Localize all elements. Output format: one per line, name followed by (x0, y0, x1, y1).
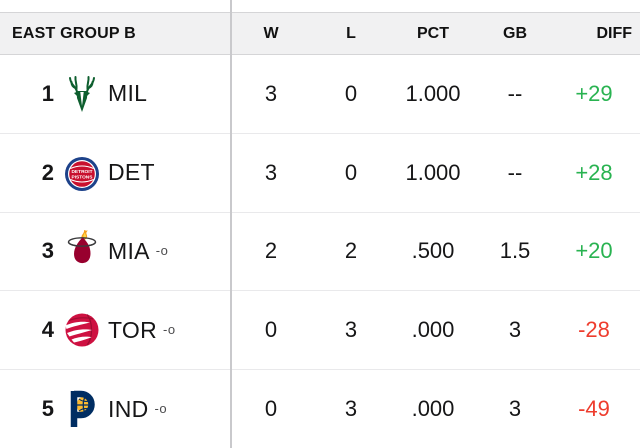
team-abbr: DET (108, 159, 155, 186)
column-header-gb: GB (503, 24, 527, 42)
pct: 1.000 (405, 159, 461, 185)
pct: 1.000 (405, 80, 461, 106)
team-suffix: -o (155, 242, 169, 258)
point-diff: -28 (578, 317, 610, 343)
team-cell: 1 (0, 72, 232, 116)
games-back: 3 (508, 317, 522, 343)
table-row-mil[interactable]: 1 (0, 55, 640, 133)
losses: 0 (344, 80, 358, 106)
team-cell: 4 TOR -o (0, 308, 232, 352)
team-cell: 3 MIA -o (0, 229, 232, 273)
rank: 4 (41, 317, 54, 343)
losses: 2 (344, 238, 358, 264)
table-row-tor[interactable]: 4 TOR -o 0 3 .000 3 -28 (0, 290, 640, 370)
games-back: 3 (508, 396, 522, 422)
heat-logo-icon (62, 229, 102, 273)
top-strip (0, 0, 640, 12)
rank: 3 (41, 238, 54, 264)
pct: .000 (411, 317, 455, 343)
games-back: -- (507, 159, 523, 185)
column-divider (230, 0, 232, 448)
games-back: -- (507, 80, 523, 106)
losses: 3 (344, 396, 358, 422)
team-abbr: MIL (108, 80, 148, 107)
table-title: EAST GROUP B (12, 24, 136, 42)
table-row-det[interactable]: 2 DETROIT PISTONS DET 3 0 1.0 (0, 132, 640, 212)
pacers-logo-icon (62, 387, 102, 431)
point-diff: -49 (578, 396, 610, 422)
team-cell: 5 IND -o (0, 387, 232, 431)
point-diff: +28 (575, 159, 613, 185)
losses: 3 (344, 317, 358, 343)
wins: 0 (264, 317, 278, 343)
table-body: 1 (0, 55, 640, 448)
table-row-ind[interactable]: 5 IND -o 0 3 .000 3 (0, 369, 640, 448)
raptors-logo-icon (62, 308, 102, 352)
wins: 2 (264, 238, 278, 264)
pct: .000 (411, 396, 455, 422)
bucks-logo-icon (62, 72, 102, 116)
table-header: EAST GROUP B W L PCT GB DIFF (0, 12, 640, 55)
column-header-pct: PCT (417, 24, 449, 42)
wins: 0 (264, 396, 278, 422)
rank: 1 (41, 80, 54, 106)
rank: 2 (41, 159, 54, 185)
team-abbr: TOR (108, 316, 158, 343)
svg-text:PISTONS: PISTONS (72, 174, 94, 180)
wins: 3 (264, 159, 278, 185)
wins: 3 (264, 80, 278, 106)
column-header-l: L (346, 24, 356, 42)
team-cell: 2 DETROIT PISTONS DET (0, 151, 232, 195)
team-suffix: -o (163, 321, 176, 337)
svg-text:DETROIT: DETROIT (71, 168, 92, 174)
column-header-w: W (263, 24, 279, 42)
rank: 5 (41, 396, 54, 422)
team-abbr: MIA (108, 237, 150, 264)
losses: 0 (344, 159, 358, 185)
table-row-mia[interactable]: 3 MIA -o 2 2 .500 1.5 +20 (0, 211, 640, 291)
pistons-logo-icon: DETROIT PISTONS (62, 151, 102, 195)
pct: .500 (411, 238, 455, 264)
games-back: 1.5 (499, 238, 531, 264)
point-diff: +29 (575, 80, 613, 106)
team-abbr: IND (108, 395, 149, 422)
column-header-diff: DIFF (596, 24, 632, 42)
team-suffix: -o (154, 400, 168, 416)
point-diff: +20 (575, 238, 613, 264)
